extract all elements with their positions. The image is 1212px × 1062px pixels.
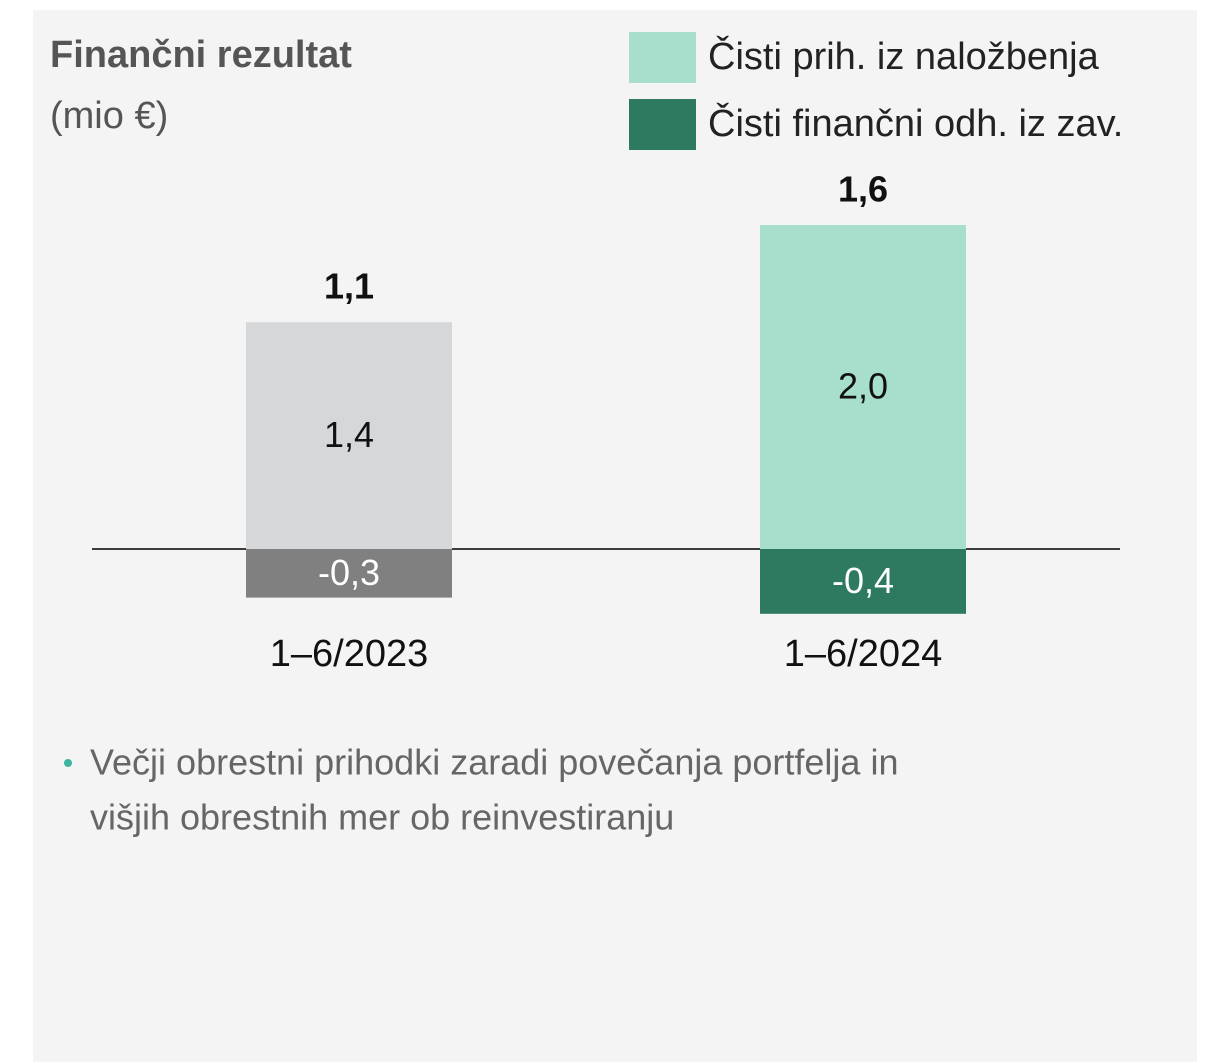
x-tick-label: 1–6/2024 — [784, 633, 943, 675]
bar-segment — [760, 549, 966, 614]
value-label: 1,4 — [324, 414, 374, 455]
chart-subtitle: (mio €) — [50, 95, 168, 137]
bar-segment — [246, 549, 452, 598]
total-label: 1,6 — [838, 169, 888, 210]
bar-segment — [760, 225, 966, 549]
chart-title: Finančni rezultat — [50, 34, 352, 76]
note: višjih obrestnih mer ob reinvestiranju — [90, 797, 674, 838]
bullet — [64, 759, 72, 767]
note: Večji obrestni prihodki zaradi povečanja… — [90, 742, 898, 783]
x-tick-label: 1–6/2023 — [270, 633, 429, 675]
legend-label: Čisti finančni odh. iz zav. — [708, 101, 1123, 145]
legend-label: Čisti prih. iz naložbenja — [708, 34, 1100, 78]
panel — [33, 10, 1197, 1062]
value-label: -0,3 — [318, 552, 380, 593]
legend-swatch — [629, 32, 696, 83]
bar-segment — [246, 322, 452, 549]
value-label: 2,0 — [838, 366, 888, 407]
total-label: 1,1 — [324, 266, 374, 307]
legend-swatch — [629, 99, 696, 150]
value-label: -0,4 — [832, 560, 894, 601]
